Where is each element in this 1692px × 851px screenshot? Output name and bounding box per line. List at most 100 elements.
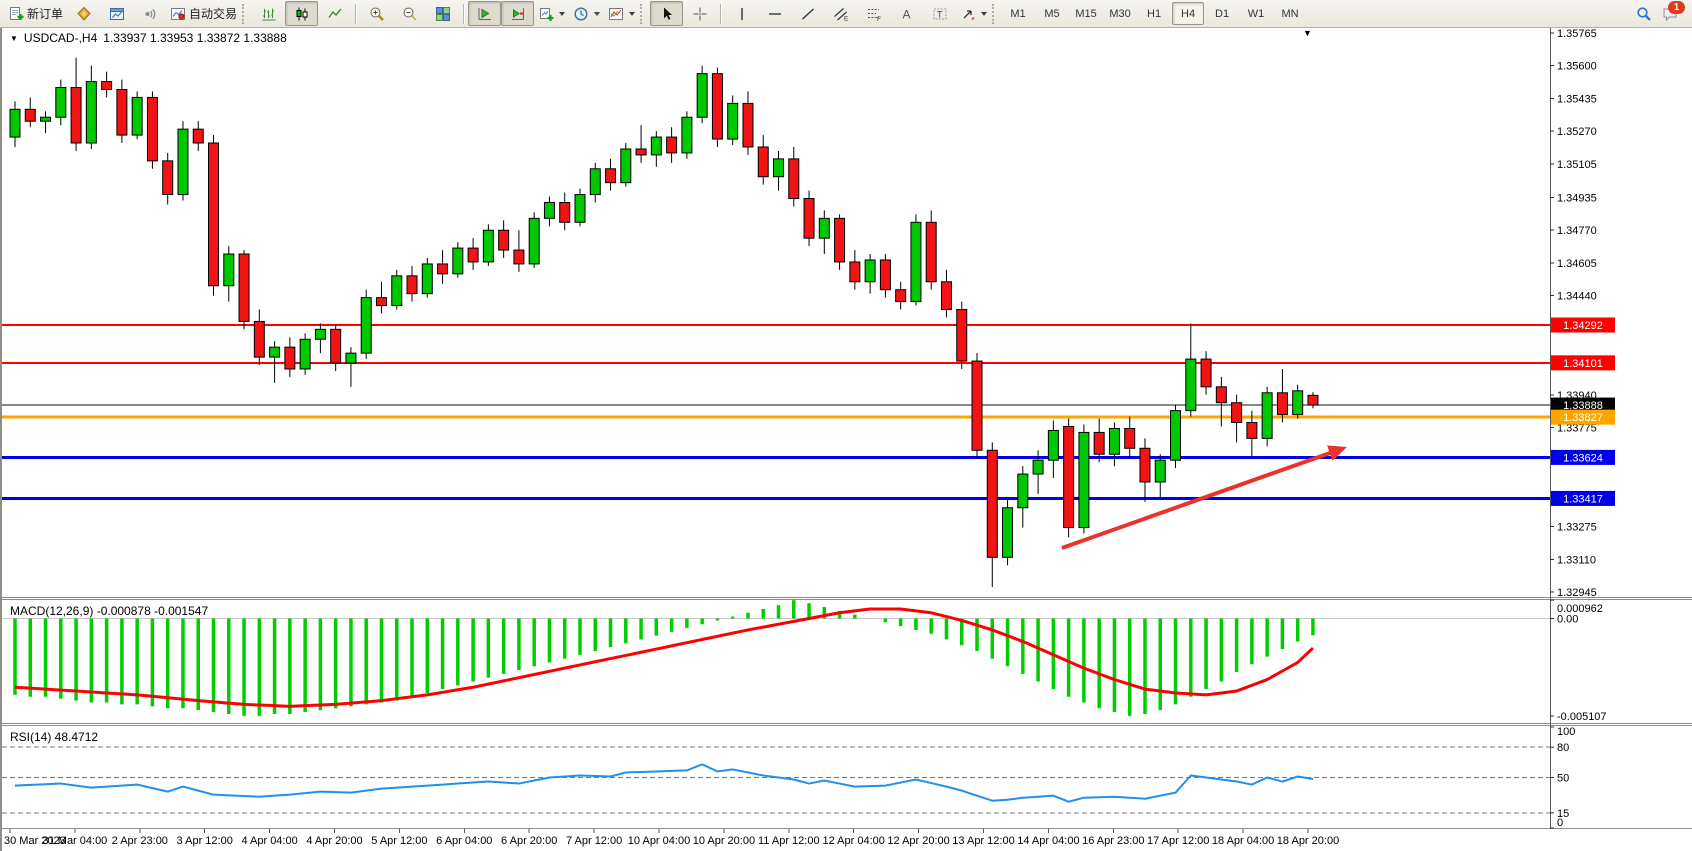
notifications-button[interactable]: 1 — [1662, 0, 1685, 22]
timeframe-d1[interactable]: D1 — [1215, 7, 1230, 20]
chart-shift-marker[interactable]: ▼ — [1303, 28, 1312, 38]
candle — [208, 135, 220, 296]
candle — [788, 146, 800, 207]
timeframe-m30[interactable]: M30 — [1109, 7, 1131, 20]
line-chart-button[interactable] — [318, 1, 351, 26]
candle — [879, 254, 891, 298]
toolbar-grip — [992, 3, 999, 24]
candle — [70, 57, 82, 151]
timeframe-mn[interactable]: MN — [1281, 7, 1299, 20]
candle — [757, 135, 769, 185]
timeframe-w1[interactable]: W1 — [1247, 7, 1265, 20]
trendline-button[interactable] — [791, 1, 824, 26]
candle — [131, 91, 143, 140]
rsi-indicator-label: RSI(14) 48.4712 — [10, 730, 99, 744]
chart-window-button[interactable] — [100, 1, 133, 26]
rsi-axis-tick: 100 — [1557, 726, 1575, 738]
timeframe-m1[interactable]: M1 — [1010, 7, 1026, 20]
chart-window[interactable]: 1.35765 1.35600 1.35435 1.35270 1.35105 1.349… — [0, 28, 1692, 851]
candle — [574, 188, 586, 227]
price-line-label: 1.33827 — [1551, 409, 1615, 425]
zoom-out-button[interactable] — [393, 1, 426, 26]
fibonacci-button[interactable]: F — [857, 1, 890, 26]
svg-text:1.34292: 1.34292 — [1563, 320, 1603, 332]
price-line-label: 1.34292 — [1551, 317, 1615, 333]
candle — [834, 214, 846, 270]
macd-axis-tick: 0.00 — [1557, 614, 1578, 626]
candle — [742, 91, 754, 155]
price-line-label: 1.33888 — [1551, 397, 1615, 413]
candle — [589, 162, 601, 203]
candle — [24, 97, 36, 128]
time-axis-label: 12 Apr 04:00 — [823, 835, 885, 847]
cursor-icon — [663, 7, 672, 20]
candle — [452, 242, 464, 278]
candlestick-button[interactable] — [285, 1, 319, 26]
text-label-button[interactable]: T — [923, 1, 956, 26]
new-chart-button[interactable] — [534, 1, 569, 26]
auto-scroll-button[interactable] — [468, 1, 502, 26]
chart-title: ▼ USDCAD-,H4 1.33937 1.33953 1.33872 1.3… — [10, 31, 287, 45]
main-toolbar: 新订单 自动交易 — [0, 0, 1692, 28]
timeframe-h4[interactable]: H4 — [1172, 2, 1205, 25]
toolbar-right-group: 1 — [1636, 0, 1692, 22]
dropdown-caret — [629, 11, 636, 16]
trend-arrow-annotation[interactable] — [1061, 445, 1347, 550]
vertical-line-button[interactable] — [725, 1, 758, 26]
chart-canvas[interactable]: 1.35765 1.35600 1.35435 1.35270 1.35105 1.349… — [2, 28, 1692, 851]
candle — [1292, 384, 1304, 419]
time-axis-label: 3 Apr 12:00 — [177, 835, 233, 847]
zoom-in-button[interactable] — [360, 1, 393, 26]
signals-icon — [145, 8, 155, 19]
search-icon[interactable] — [1636, 6, 1652, 22]
chart-shift-button[interactable] — [501, 1, 535, 26]
candle — [1261, 386, 1273, 447]
cursor-button[interactable] — [650, 1, 684, 26]
candle — [956, 301, 968, 369]
macd-axis-tick: 0.000962 — [1557, 603, 1603, 615]
period-profiles-button[interactable] — [569, 1, 604, 26]
candle — [1124, 416, 1136, 459]
horizontal-line-icon — [768, 12, 781, 15]
equidistant-channel-button[interactable]: E — [824, 1, 857, 26]
signals-button[interactable] — [133, 1, 166, 26]
horizontal-line-button[interactable] — [758, 1, 791, 26]
tile-windows-button[interactable] — [426, 1, 459, 26]
candle — [1231, 394, 1243, 443]
candle — [986, 442, 998, 588]
toolbar-separator — [463, 3, 465, 24]
new-order-button[interactable]: 新订单 — [4, 1, 67, 26]
svg-text:F: F — [877, 16, 881, 22]
arrows-objects-button[interactable] — [956, 1, 991, 26]
indicators-button[interactable] — [604, 1, 639, 26]
time-axis-label: 7 Apr 12:00 — [566, 835, 622, 847]
chart-shift-icon — [511, 7, 524, 20]
candle — [299, 333, 311, 375]
svg-text:1.33417: 1.33417 — [1563, 493, 1603, 505]
timeframe-m5[interactable]: M5 — [1044, 7, 1060, 20]
candle — [1170, 404, 1182, 469]
candle — [116, 79, 128, 144]
price-axis-tick: 1.35105 — [1557, 159, 1597, 171]
text-button[interactable]: A — [890, 1, 923, 26]
gold-seal-icon — [76, 6, 91, 21]
candle — [666, 127, 678, 163]
candle — [345, 347, 357, 387]
autotrading-button[interactable]: 自动交易 — [166, 1, 241, 26]
timeframe-h1[interactable]: H1 — [1147, 7, 1162, 20]
time-axis-label: 14 Apr 04:00 — [1017, 835, 1079, 847]
bar-chart-button[interactable] — [252, 1, 285, 26]
candle — [1002, 499, 1014, 566]
gold-seal-button[interactable] — [67, 1, 100, 26]
fibonacci-icon: F — [867, 8, 881, 22]
candle — [803, 190, 815, 247]
equidistant-channel-icon: E — [833, 7, 849, 22]
line-chart-icon — [327, 8, 342, 18]
candle — [1185, 323, 1197, 417]
candle — [9, 101, 21, 147]
timeframe-m15[interactable]: M15 — [1075, 7, 1097, 20]
chart-dropdown-icon[interactable]: ▼ — [10, 33, 18, 43]
candle — [711, 67, 723, 147]
crosshair-button[interactable] — [683, 1, 716, 26]
